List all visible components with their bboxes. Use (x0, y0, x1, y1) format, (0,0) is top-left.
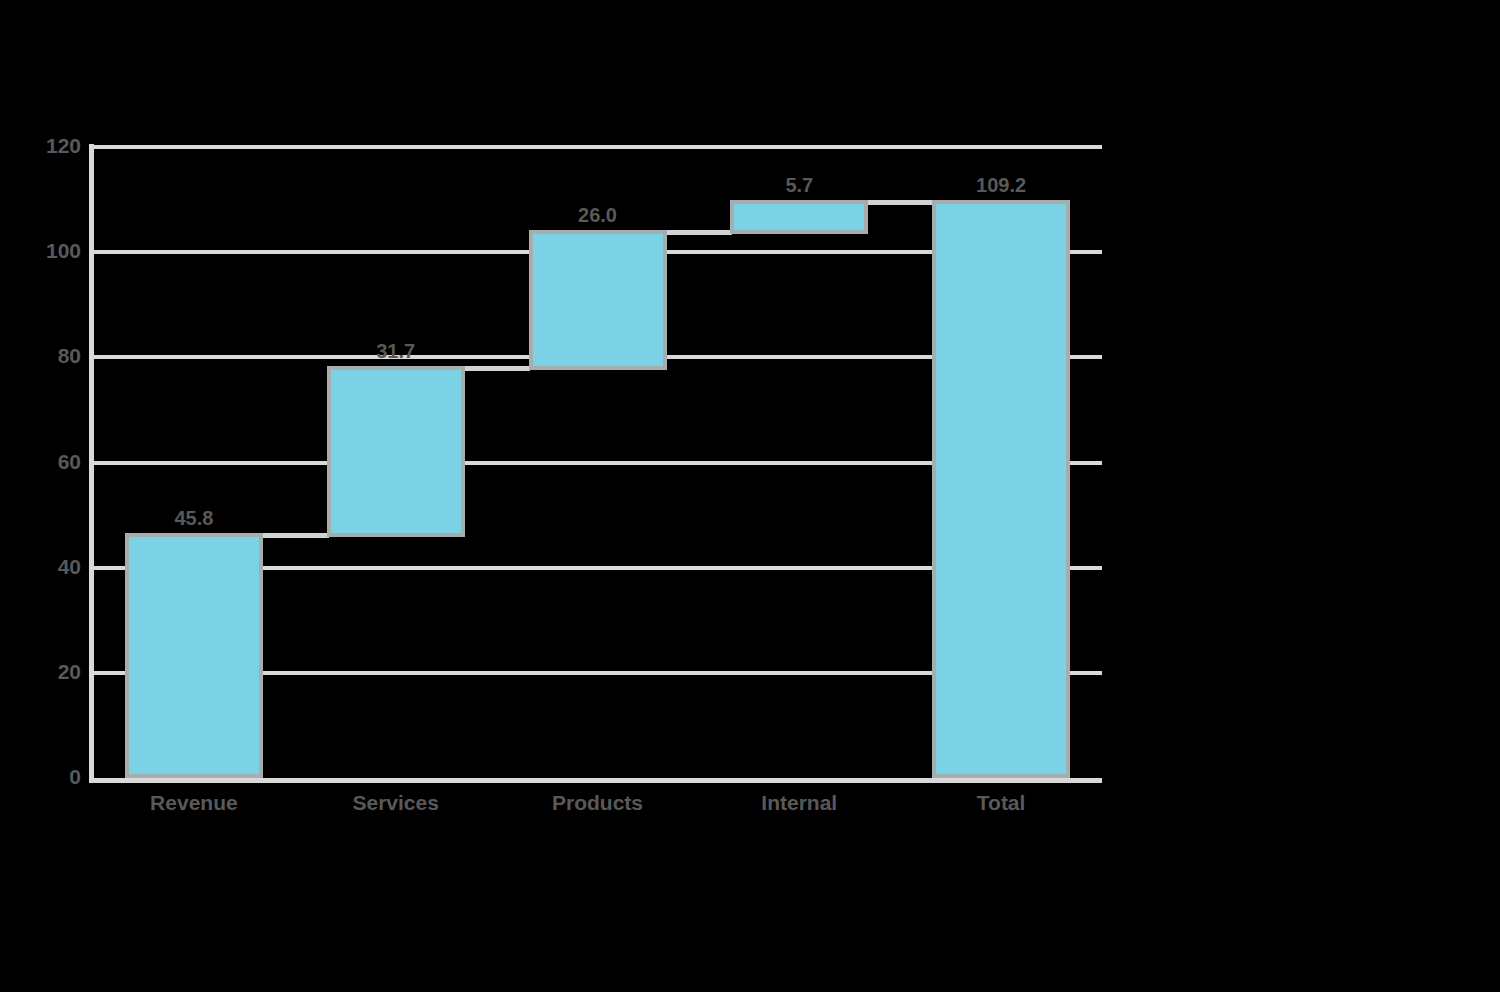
chart-canvas: 0 20 40 60 80 100 120 45.8 31.7 26.0 5.7 109.2 Reven… (0, 0, 1500, 992)
y-axis-tick-label: 60 (0, 449, 81, 475)
y-axis-tick-label: 100 (0, 238, 81, 264)
x-axis-category-label: Services (296, 790, 496, 816)
y-axis-tick-label: 0 (0, 764, 81, 790)
y-axis-tick-label: 120 (0, 133, 81, 159)
x-axis-line (89, 778, 1102, 783)
x-axis-category-label: Total (901, 790, 1101, 816)
waterfall-bar (529, 230, 667, 371)
waterfall-connector-line (261, 533, 329, 538)
waterfall-bar (125, 533, 263, 778)
bar-value-label: 26.0 (518, 203, 678, 227)
bar-value-label: 109.2 (921, 173, 1081, 197)
bar-value-label: 45.8 (114, 506, 274, 530)
waterfall-total-bar (932, 200, 1070, 778)
waterfall-connector-line (866, 200, 934, 205)
x-axis-category-label: Internal (699, 790, 899, 816)
bar-value-label: 5.7 (719, 173, 879, 197)
waterfall-bar (730, 200, 868, 234)
x-axis-category-label: Products (498, 790, 698, 816)
waterfall-connector-line (463, 366, 531, 371)
y-axis-line (89, 144, 94, 783)
x-axis-category-label: Revenue (94, 790, 294, 816)
waterfall-bar (327, 366, 465, 537)
bar-value-label: 31.7 (316, 339, 476, 363)
waterfall-connector-line (665, 230, 733, 235)
y-axis-tick-label: 40 (0, 554, 81, 580)
waterfall-chart: 0 20 40 60 80 100 120 45.8 31.7 26.0 5.7 109.2 Reven… (0, 0, 1500, 992)
y-axis-tick-label: 20 (0, 659, 81, 685)
gridline (93, 145, 1102, 149)
y-axis-tick-label: 80 (0, 343, 81, 369)
